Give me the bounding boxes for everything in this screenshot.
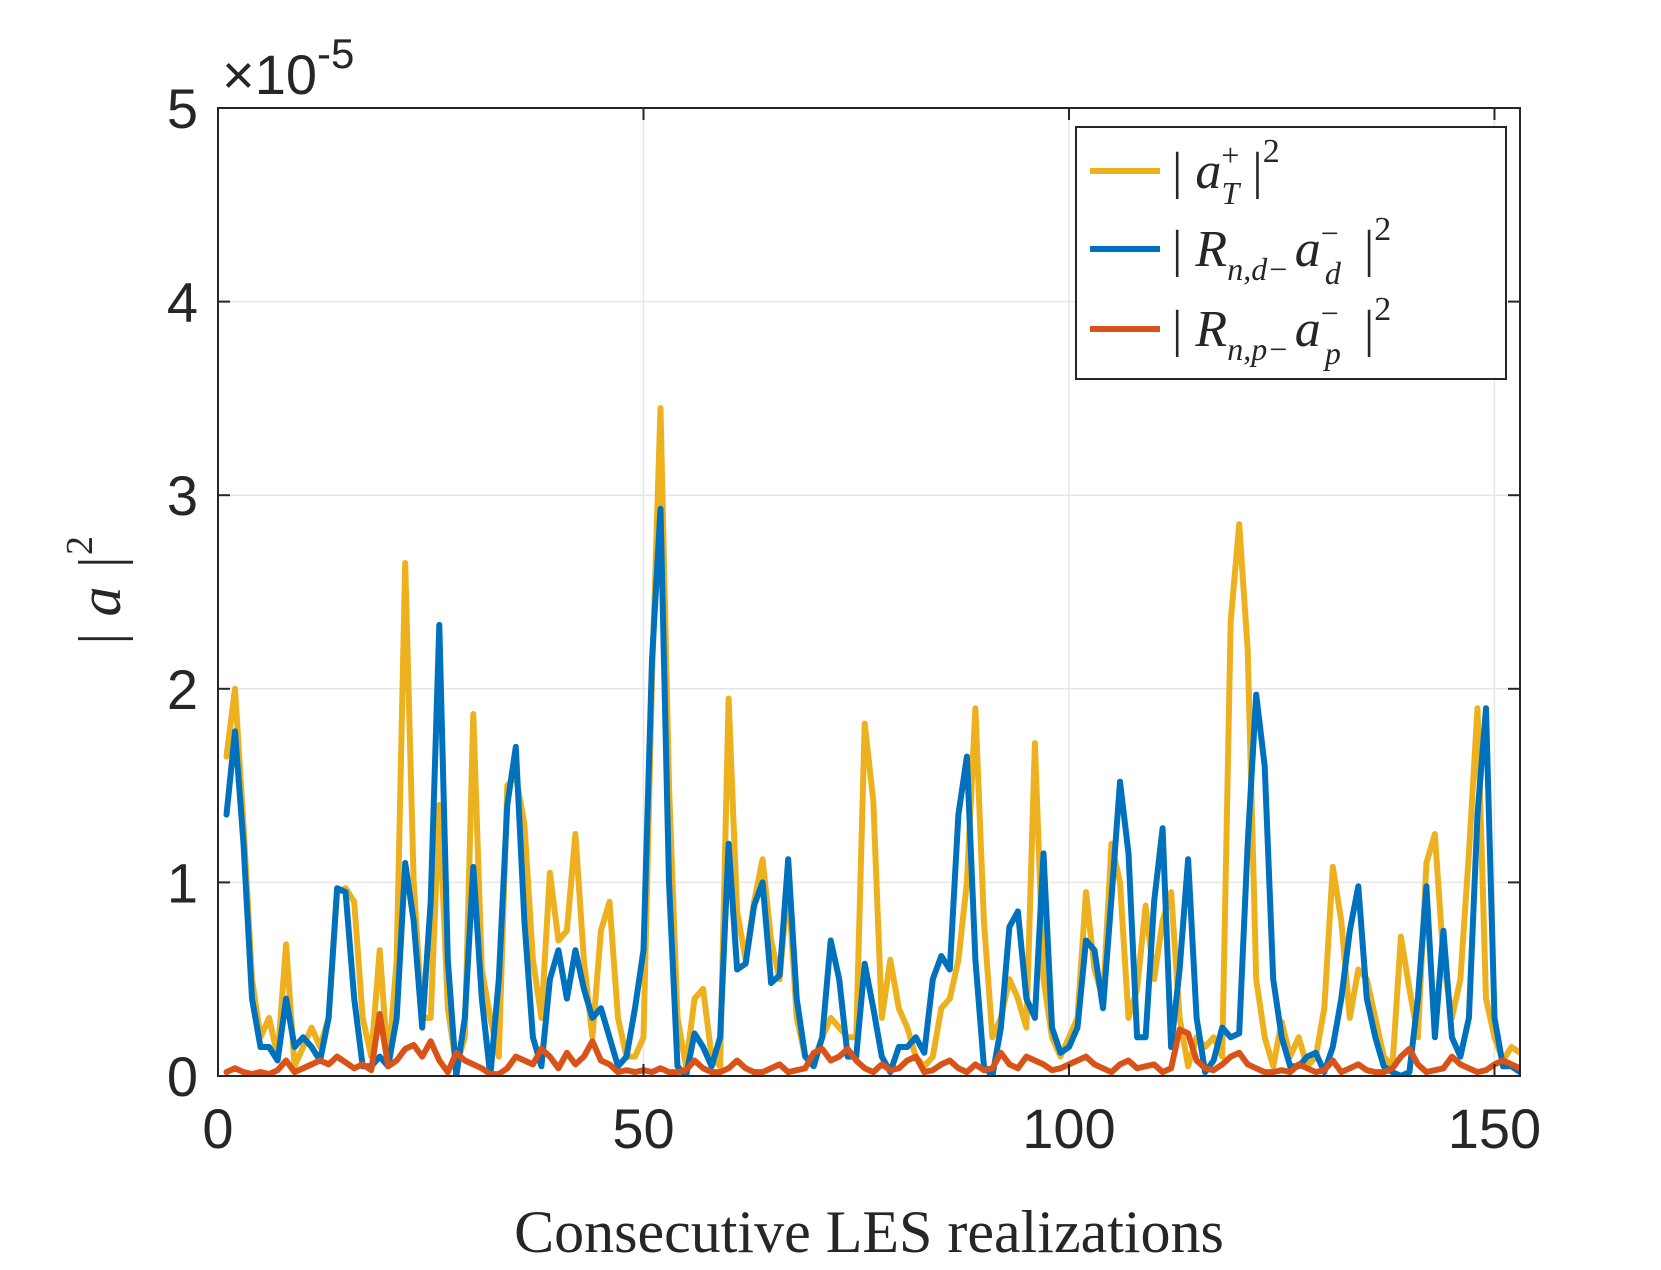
- x-axis-label: Consecutive LES realizations: [514, 1199, 1224, 1265]
- x-tick-labels: 0 50 100 150: [202, 1097, 1541, 1160]
- y-axis-label-exponent: 2: [59, 536, 101, 555]
- legend-label-part: a: [1295, 301, 1321, 358]
- legend-label-part: R: [1194, 221, 1227, 278]
- y-tick-label: 2: [167, 658, 198, 721]
- y-axis-label-text: | a |: [67, 555, 133, 648]
- legend-label-2: | Rn,d− a− d |2: [1172, 211, 1391, 291]
- y-multiplier-base: ×10: [222, 43, 317, 106]
- legend-label-part: n,d−: [1227, 251, 1289, 287]
- legend: | a+ T |2| Rn,d− a− d |2| Rn,p− a− p |2: [1075, 126, 1507, 380]
- ticks: [217, 107, 1520, 1077]
- x-tick-label: 100: [1022, 1097, 1115, 1160]
- series-layer: [223, 405, 1520, 1076]
- y-tick-label: 0: [167, 1045, 198, 1108]
- legend-label-part: +: [1221, 137, 1239, 173]
- legend-label-part: 2: [1263, 133, 1280, 170]
- y-axis-label: | a |2: [59, 536, 133, 648]
- legend-box: [1075, 126, 1507, 380]
- series-line-3: [223, 1011, 1520, 1076]
- legend-label-part: a: [1195, 143, 1221, 200]
- legend-label-part: |: [1351, 301, 1374, 358]
- y-tick-label: 4: [167, 271, 198, 334]
- legend-label-part: −: [1321, 215, 1339, 251]
- legend-label-part: |: [1172, 301, 1195, 358]
- legend-label-part: 2: [1374, 211, 1391, 248]
- legend-label-part: |: [1172, 221, 1195, 278]
- legend-label-part: R: [1194, 301, 1227, 358]
- legend-label-part: |: [1351, 221, 1374, 278]
- y-multiplier-exponent: -5: [317, 30, 354, 77]
- legend-label-part: d: [1325, 255, 1342, 291]
- legend-label-part: p: [1323, 335, 1341, 371]
- y-multiplier: ×10-5: [222, 30, 354, 106]
- axes-box: [217, 107, 1521, 1077]
- x-tick-label: 0: [202, 1097, 233, 1160]
- y-tick-label: 3: [167, 464, 198, 527]
- legend-label-part: |: [1239, 143, 1262, 200]
- y-tick-labels: 0 1 2 3 4 5: [167, 77, 198, 1108]
- x-tick-label: 150: [1448, 1097, 1541, 1160]
- legend-entries: | a+ T |2| Rn,d− a− d |2| Rn,p− a− p |2: [1090, 133, 1391, 371]
- legend-label-3: | Rn,p− a− p |2: [1172, 291, 1391, 371]
- legend-label-part: 2: [1374, 291, 1391, 328]
- x-tick-label: 50: [612, 1097, 674, 1160]
- y-tick-label: 5: [167, 77, 198, 140]
- legend-label-part: n,p−: [1227, 331, 1289, 367]
- legend-label-part: |: [1172, 143, 1195, 200]
- series-line-2: [223, 505, 1520, 1076]
- legend-label-part: T: [1221, 175, 1241, 211]
- legend-label-part: −: [1321, 295, 1339, 331]
- legend-label-part: a: [1295, 221, 1321, 278]
- y-tick-label: 1: [167, 851, 198, 914]
- legend-label-1: | a+ T |2: [1172, 133, 1280, 211]
